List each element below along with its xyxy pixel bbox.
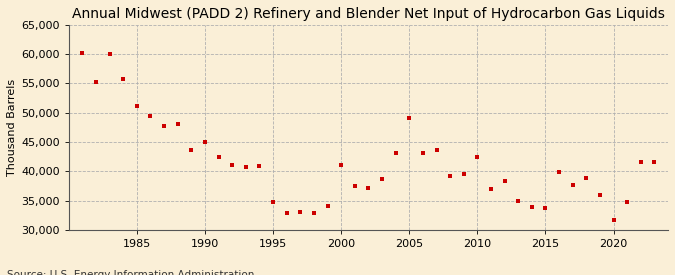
Point (445, 174, 456, 178)
Point (390, 150, 401, 155)
Point (458, 172, 469, 176)
Point (377, 177, 387, 182)
Point (595, 193, 605, 197)
Point (335, 163, 346, 167)
Point (526, 205, 537, 209)
Point (418, 150, 429, 155)
Point (363, 186, 374, 190)
Point (145, 113, 156, 118)
Point (159, 124, 169, 128)
Point (472, 154, 483, 159)
Text: Source: U.S. Energy Information Administration: Source: U.S. Energy Information Administ… (7, 271, 254, 275)
Point (240, 164, 251, 169)
Point (485, 187, 496, 192)
Point (227, 163, 238, 167)
Point (540, 206, 551, 210)
Point (77, 51, 88, 55)
Point (608, 218, 619, 222)
Point (322, 204, 333, 208)
Point (431, 147, 442, 152)
Y-axis label: Thousand Barrels: Thousand Barrels (7, 79, 17, 176)
Point (268, 200, 279, 205)
Point (649, 160, 660, 165)
Point (404, 116, 414, 120)
Title: Annual Midwest (PADD 2) Refinery and Blender Net Input of Hydrocarbon Gas Liquid: Annual Midwest (PADD 2) Refinery and Ble… (72, 7, 665, 21)
Point (104, 52, 115, 56)
Point (622, 199, 632, 204)
Point (513, 199, 524, 203)
Point (118, 77, 129, 81)
Point (581, 175, 592, 180)
Point (308, 211, 319, 216)
Point (281, 211, 292, 216)
Point (350, 184, 360, 189)
Point (567, 183, 578, 188)
Point (295, 210, 306, 214)
Point (186, 147, 196, 152)
Point (554, 170, 564, 174)
Point (500, 179, 510, 183)
Point (213, 154, 224, 159)
Point (200, 140, 211, 144)
Point (635, 160, 646, 165)
Point (172, 122, 183, 127)
Point (90, 80, 101, 84)
Point (132, 103, 142, 108)
Point (254, 164, 265, 168)
